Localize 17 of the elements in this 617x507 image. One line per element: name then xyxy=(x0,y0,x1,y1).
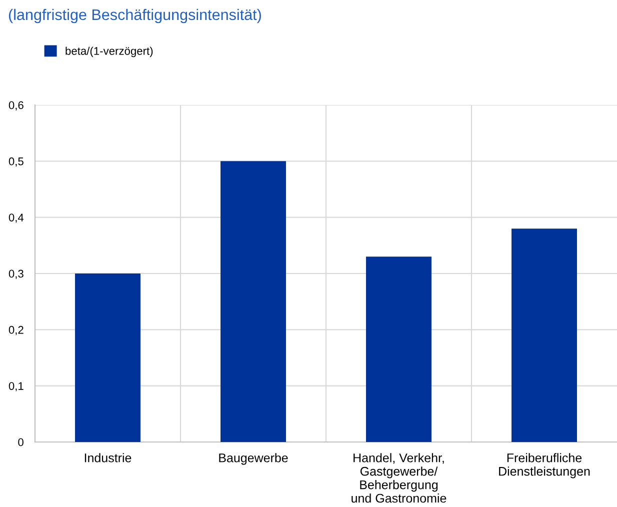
y-tick-label: 0,3 xyxy=(8,270,24,279)
y-tick-label: 0,4 xyxy=(8,214,24,223)
y-tick-label: 0,5 xyxy=(8,157,24,167)
y-tick-label: 0,6 xyxy=(8,101,24,110)
x-tick-label: Baugewerbe xyxy=(219,453,288,465)
bar xyxy=(366,256,432,442)
x-tick-label: Freiberufliche Dienstleistungen xyxy=(499,453,590,478)
chart-title: (langfristige Beschäftigungsintensität) xyxy=(8,8,261,24)
y-tick-label: 0,2 xyxy=(8,326,24,336)
y-tick-label: 0,1 xyxy=(8,382,24,392)
y-tick-label: 0 xyxy=(18,438,24,446)
legend-label: beta/(1-verzögert) xyxy=(66,46,153,58)
bar xyxy=(512,228,577,442)
bar xyxy=(75,274,140,442)
bar xyxy=(220,161,286,442)
x-tick-label: Industrie xyxy=(84,453,132,462)
x-tick-label: Handel, Verkehr, Gastgewerbe/ Beherbergung und Gastronomie xyxy=(352,453,446,503)
